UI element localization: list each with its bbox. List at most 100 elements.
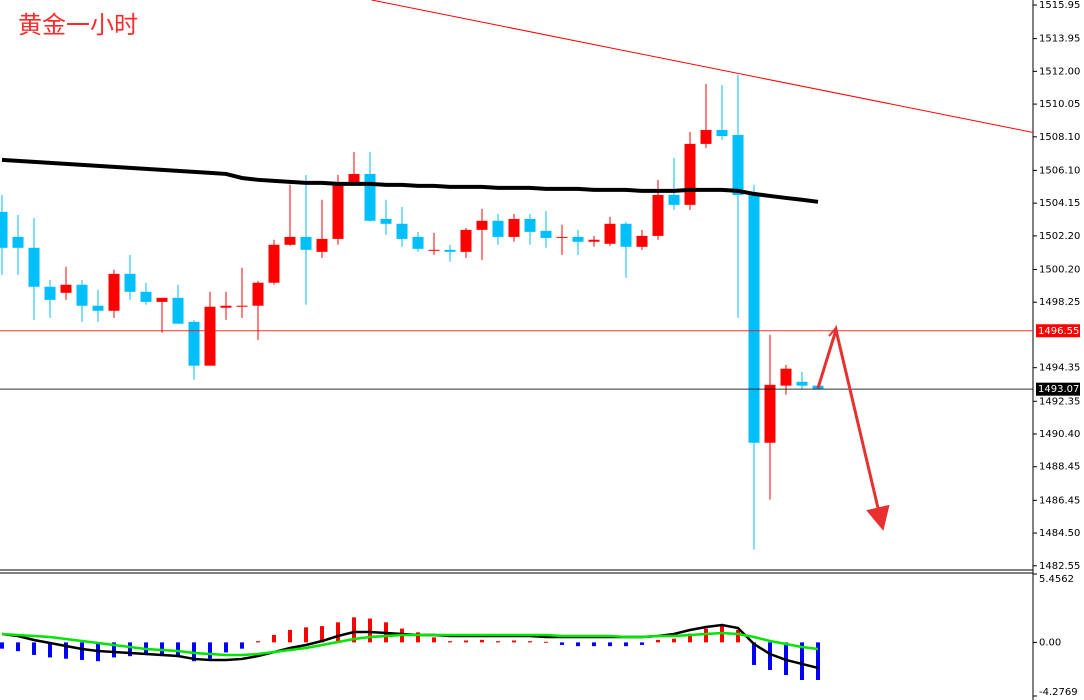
y-tick-label: 1488.45 — [1039, 462, 1080, 473]
histogram-bar — [704, 628, 708, 643]
candle-body — [716, 129, 728, 136]
histogram-bar — [720, 626, 724, 643]
candle-body — [732, 134, 744, 195]
candle-body — [188, 321, 200, 366]
histogram-bar — [368, 618, 372, 643]
histogram-bar — [64, 642, 68, 659]
candle-body — [316, 238, 328, 252]
price-label: 1493.07 — [1038, 384, 1079, 395]
histogram-bar — [160, 642, 164, 655]
histogram-bar — [768, 642, 772, 670]
candle-body — [0, 211, 8, 248]
y-tick-label: 1512.00 — [1039, 66, 1080, 77]
histogram-bar — [352, 617, 356, 643]
y-tick-label: 5.4562 — [1039, 574, 1074, 585]
candle-body — [204, 306, 216, 366]
histogram-bar — [224, 642, 228, 653]
histogram-bar — [128, 642, 132, 657]
candle-body — [620, 223, 632, 247]
candle-body — [108, 273, 120, 311]
candle-body — [540, 230, 552, 238]
candle-body — [428, 249, 440, 251]
candle-body — [284, 236, 296, 245]
candle-body — [140, 291, 152, 302]
candle-body — [444, 249, 456, 252]
histogram-bar — [480, 639, 484, 643]
histogram-bar — [656, 639, 660, 643]
candle-body — [780, 368, 792, 386]
histogram-bar — [800, 642, 804, 680]
y-tick-label: 1482.55 — [1039, 561, 1080, 572]
candle-body — [236, 305, 248, 307]
candle-body — [636, 235, 648, 247]
candle-body — [604, 223, 616, 244]
histogram-bar — [80, 642, 84, 660]
candle-body — [476, 220, 488, 230]
y-tick-label: 1508.10 — [1039, 132, 1080, 143]
y-tick-label: 0.00 — [1039, 637, 1061, 648]
candle-body — [396, 223, 408, 239]
candle-body — [12, 236, 24, 248]
y-tick-label: 1515.95 — [1039, 0, 1080, 11]
histogram-bar — [16, 642, 20, 652]
histogram-bar — [752, 642, 756, 665]
histogram-bar — [112, 642, 116, 658]
histogram-bar — [416, 632, 420, 643]
histogram-bar — [688, 633, 692, 643]
candle-body — [572, 236, 584, 242]
candle-body — [124, 273, 136, 292]
candle-body — [508, 218, 520, 237]
candle-body — [524, 218, 536, 232]
candle-body — [156, 297, 168, 302]
candle-body — [700, 129, 712, 144]
histogram-bar — [32, 642, 36, 655]
y-tick-label: 1500.20 — [1039, 264, 1080, 275]
y-tick-label: 1502.20 — [1039, 231, 1080, 242]
y-tick-label: 1486.45 — [1039, 495, 1080, 506]
histogram-bar — [736, 629, 740, 643]
candle-body — [412, 236, 424, 249]
histogram-bar — [176, 642, 180, 657]
candle-body — [300, 236, 312, 250]
y-tick-label: 1494.35 — [1039, 363, 1080, 374]
y-tick-label: 1506.10 — [1039, 165, 1080, 176]
histogram-bar — [528, 641, 532, 643]
y-tick-label: 1513.95 — [1039, 34, 1080, 45]
candle-body — [380, 218, 392, 224]
y-tick-label: -4.2769 — [1039, 687, 1078, 698]
histogram-bar — [256, 641, 260, 643]
candle-body — [588, 239, 600, 242]
histogram-bar — [304, 627, 308, 643]
histogram-bar — [496, 641, 500, 643]
candle-body — [796, 381, 808, 386]
candle-body — [364, 173, 376, 221]
candle-body — [460, 229, 472, 252]
candle-body — [28, 247, 40, 287]
price-label-box — [1036, 324, 1080, 338]
histogram-bar — [320, 626, 324, 643]
price-label-box — [1036, 382, 1080, 396]
candle-body — [764, 384, 776, 443]
candle-body — [348, 173, 360, 183]
candle-body — [60, 284, 72, 293]
candle-body — [268, 244, 280, 283]
histogram-bar — [288, 629, 292, 643]
histogram-bar — [816, 642, 820, 680]
histogram-bar — [560, 642, 564, 645]
y-tick-label: 1504.15 — [1039, 198, 1080, 209]
candle-body — [652, 194, 664, 236]
candle-body — [492, 220, 504, 237]
y-tick-label: 1510.05 — [1039, 99, 1080, 110]
chart-title: 黄金一小时 — [18, 11, 138, 39]
y-tick-label: 1490.40 — [1039, 429, 1080, 440]
histogram-bar — [240, 642, 244, 649]
histogram-bar — [624, 642, 628, 647]
candle-body — [252, 282, 264, 306]
candle-body — [556, 236, 568, 238]
histogram-bar — [592, 642, 596, 647]
histogram-bar — [208, 642, 212, 659]
candle-body — [668, 194, 680, 205]
